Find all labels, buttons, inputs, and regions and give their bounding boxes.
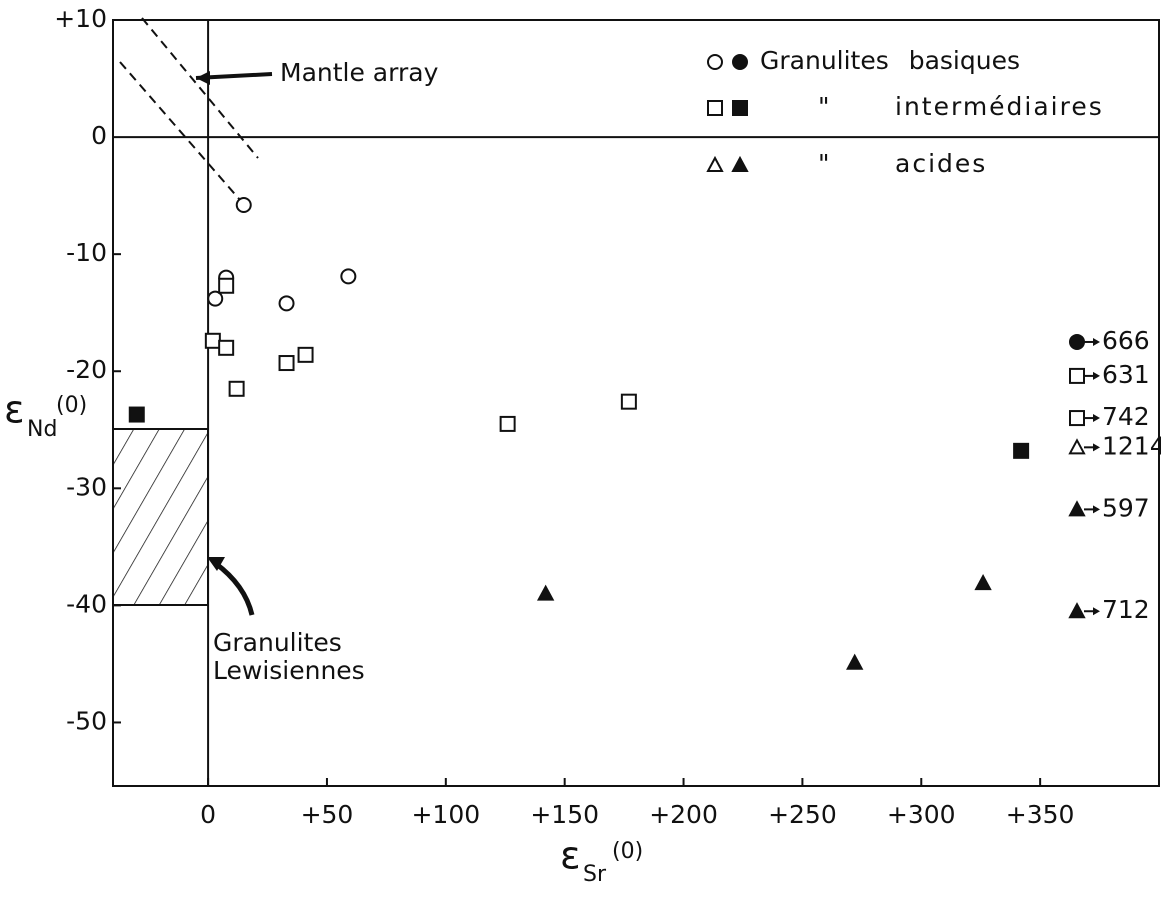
point: [128, 406, 145, 423]
y-tick-label: +10: [54, 4, 107, 33]
point: [278, 355, 295, 372]
offscale-label: 712: [1102, 595, 1150, 624]
y-tick-label: -50: [66, 706, 107, 735]
x-tick-label: +250: [768, 800, 837, 829]
x-label-sub: Sr: [583, 862, 607, 887]
point: [1068, 602, 1086, 619]
point: [297, 346, 314, 363]
point: [846, 653, 864, 670]
legend-marker: [731, 155, 749, 172]
annotation-arrowhead: [207, 557, 225, 571]
lewisian-field: [112, 428, 209, 606]
offscale-arrowhead: [1093, 414, 1100, 423]
offscale-arrowhead: [1093, 607, 1100, 616]
point: [499, 415, 516, 432]
point: [620, 393, 637, 410]
x-tick-label: 0: [200, 800, 216, 829]
y-tick-label: -40: [66, 589, 107, 618]
offscale-arrowhead: [1093, 443, 1100, 452]
point: [218, 339, 235, 356]
mantle-array-line: [119, 61, 241, 201]
point: [235, 196, 252, 213]
point: [340, 268, 357, 285]
offscale-label: 1214: [1102, 431, 1161, 460]
plot-frame: [112, 19, 1160, 787]
point: [1013, 442, 1030, 459]
annotation-arrowhead: [196, 71, 210, 85]
y-label-main: ε: [4, 388, 25, 432]
offscale-arrowhead: [1093, 371, 1100, 380]
offscale-label: 742: [1102, 402, 1150, 431]
annotation-arrow: [213, 560, 255, 616]
annotation: Mantle array: [280, 58, 439, 87]
legend-marker: [706, 155, 724, 172]
mantle-array-line: [141, 17, 259, 159]
x-tick-label: +50: [301, 800, 354, 829]
y-tick-label: -20: [66, 355, 107, 384]
point: [207, 290, 224, 307]
point: [1068, 438, 1086, 455]
point: [1068, 500, 1086, 517]
legend-ditto: ": [818, 92, 830, 121]
legend-marker: [732, 100, 748, 116]
y-label-sub: Nd: [27, 417, 57, 442]
offscale-label: 666: [1102, 326, 1150, 355]
x-label-main: ε: [560, 834, 581, 878]
point: [204, 332, 221, 349]
point: [974, 574, 992, 591]
legend-marker: [732, 54, 748, 70]
point: [1069, 333, 1085, 350]
legend-marker: [707, 100, 723, 116]
point: [278, 295, 295, 312]
legend-marker: [707, 54, 723, 70]
y-label-tail: (0): [56, 393, 87, 418]
point: [1069, 367, 1085, 384]
point: [536, 584, 555, 601]
x-tick-label: +300: [887, 800, 956, 829]
y-tick-label: 0: [91, 121, 107, 150]
point: [218, 277, 235, 294]
y-axis-label: ε Nd (0): [4, 388, 87, 443]
x-tick-label: +150: [530, 800, 599, 829]
offscale-arrowhead: [1093, 505, 1100, 514]
point: [228, 380, 245, 397]
annotation: Granulites: [213, 628, 342, 657]
x-tick-label: +200: [649, 800, 718, 829]
x-tick-label: +350: [1006, 800, 1075, 829]
x-axis-label: ε Sr (0): [560, 834, 643, 888]
offscale-label: 597: [1102, 493, 1150, 522]
legend-label: intermédiaires: [895, 92, 1104, 121]
legend-label: Granulites basiques: [760, 46, 1020, 75]
x-tick-label: +100: [411, 800, 480, 829]
x-label-tail: (0): [612, 839, 643, 864]
point: [1069, 410, 1085, 427]
offscale-arrowhead: [1093, 337, 1100, 346]
legend-ditto: ": [818, 149, 830, 178]
offscale-label: 631: [1102, 360, 1150, 389]
y-tick-label: -10: [66, 238, 107, 267]
annotation: Lewisiennes: [213, 656, 365, 685]
legend-label: acides: [895, 149, 987, 178]
y-tick-label: -30: [66, 472, 107, 501]
